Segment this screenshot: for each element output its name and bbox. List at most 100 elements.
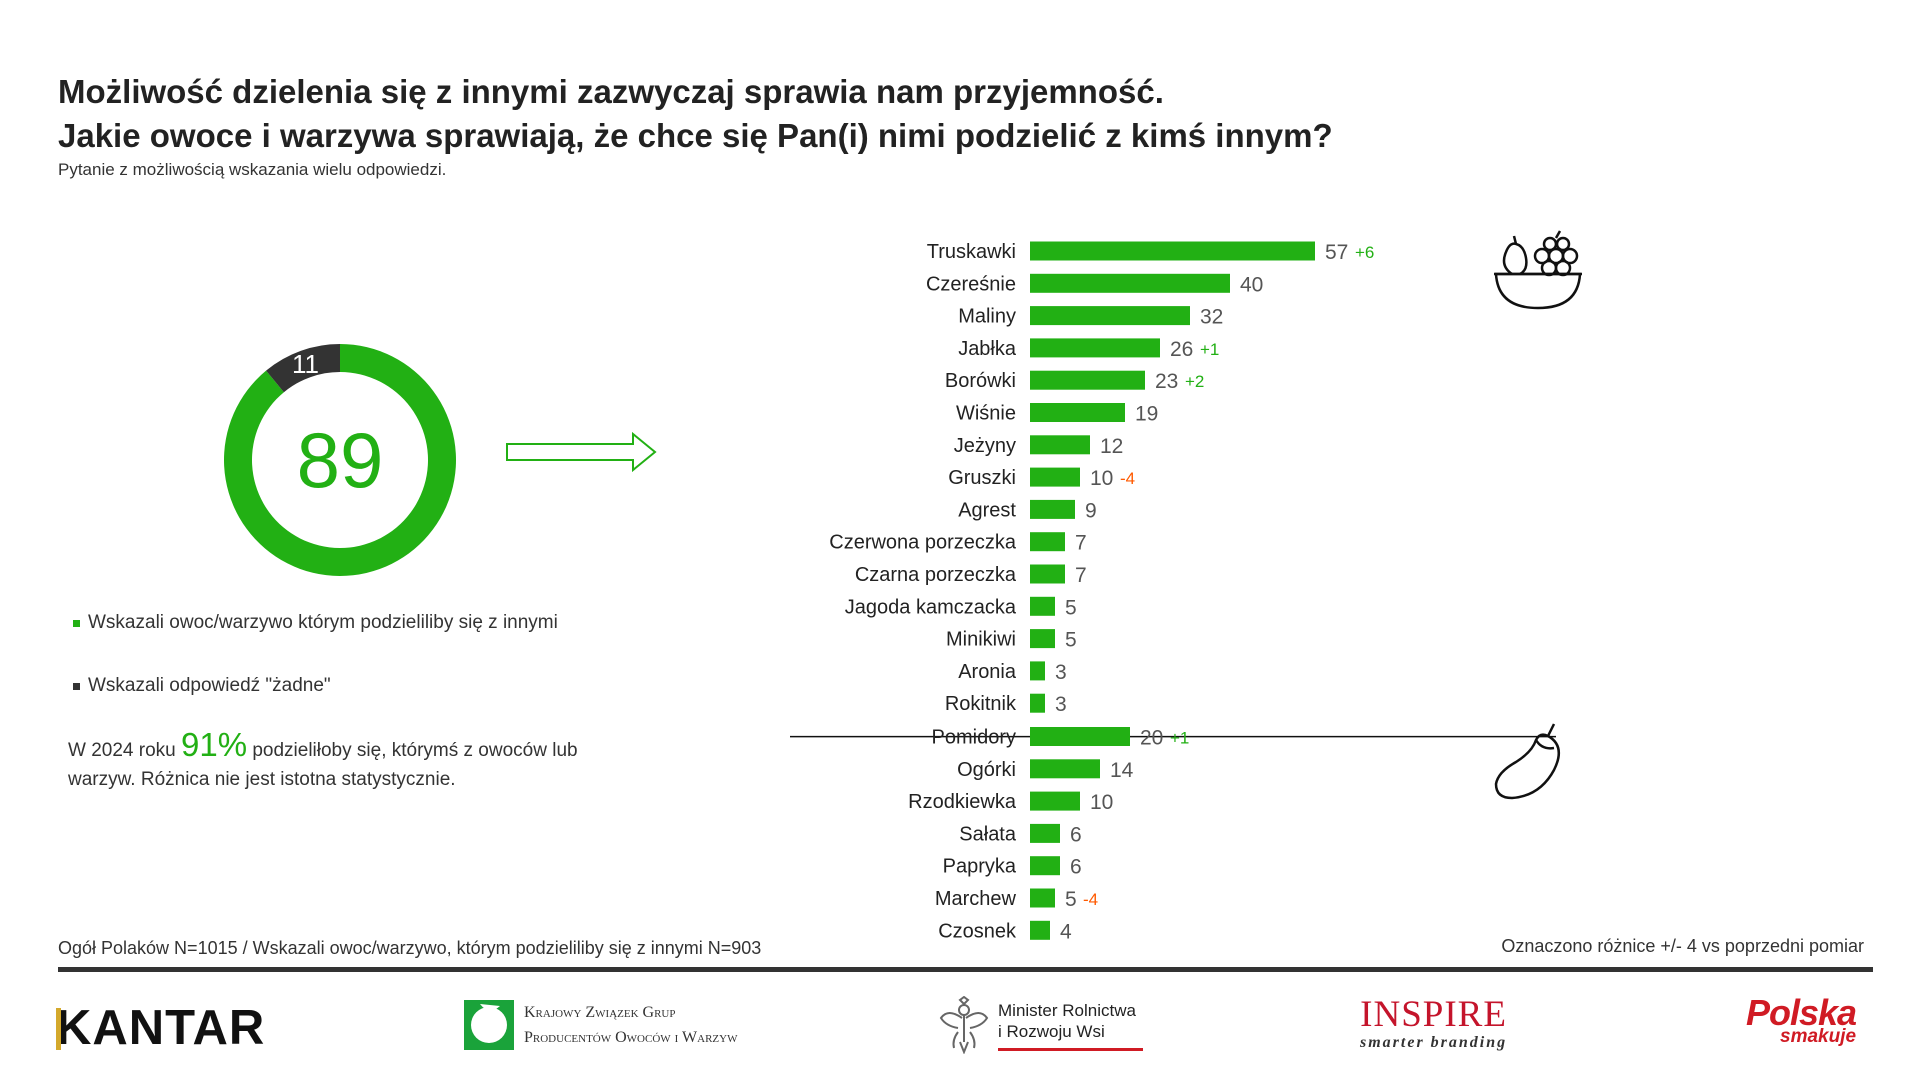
donut-other-label: 11 — [292, 349, 319, 379]
bar-category-label: Agrest — [958, 499, 1016, 521]
kantar-logo-text: KANTAR — [56, 1001, 266, 1055]
bar-change-label: -4 — [1083, 890, 1098, 909]
bar-value-label: 12 — [1100, 435, 1123, 458]
page-subtitle: Pytanie z możliwością wskazania wielu od… — [58, 160, 447, 179]
fruit-bowl-icon — [1494, 230, 1582, 310]
footer-sample-note: Ogół Polaków N=1015 / Wskazali owoc/warz… — [58, 938, 762, 958]
bar — [1030, 370, 1145, 390]
bar-category-label: Jagoda kamczacka — [845, 596, 1017, 618]
bar — [1030, 435, 1090, 455]
bar-value-label: 40 — [1240, 273, 1263, 296]
donut-main-label: 89 — [297, 416, 384, 504]
bar — [1030, 499, 1075, 519]
kzgp-logo: Krajowy Związek Grup Producentów Owoców … — [462, 998, 737, 1052]
bar-change-label: +2 — [1185, 372, 1204, 391]
bar-value-label: 3 — [1055, 693, 1067, 716]
title-line-2: Jakie owoce i warzywa sprawiają, że chce… — [58, 117, 1333, 154]
bar — [1030, 920, 1050, 940]
bar-category-label: Czarna porzeczka — [855, 564, 1017, 586]
legend-item-shared: Wskazali owoc/warzywo którym podzielilib… — [73, 612, 558, 634]
donut-segment-other — [266, 344, 340, 393]
bar-value-label: 7 — [1075, 564, 1087, 587]
bar — [1030, 306, 1190, 326]
bar-value-label: 14 — [1110, 759, 1134, 782]
footer-divider — [58, 967, 1873, 972]
bar — [1030, 823, 1060, 843]
bar-category-label: Jeżyny — [954, 435, 1016, 457]
bar — [1030, 791, 1080, 811]
note-highlight: 91% — [181, 726, 248, 763]
bar — [1030, 856, 1060, 876]
arrow-right-icon — [506, 432, 657, 472]
polska-logo-sub: smakuje — [1780, 1026, 1857, 1047]
bar-category-label: Wiśnie — [956, 403, 1016, 425]
ministry-logo-line-2: i Rozwoju Wsi — [998, 1021, 1105, 1041]
bar-value-label: 32 — [1200, 306, 1223, 329]
inspire-logo-text: INSPIRE — [1360, 994, 1507, 1035]
bar-value-label: 19 — [1135, 403, 1158, 426]
bar-category-label: Pomidory — [932, 727, 1016, 749]
bar-category-label: Minikiwi — [946, 629, 1016, 651]
page-title: Możliwość dzielenia się z innymi zazwycz… — [58, 70, 1333, 158]
bar-value-label: 9 — [1085, 499, 1097, 522]
legend-item-none: Wskazali odpowiedź "żadne" — [73, 675, 331, 697]
bar-value-label: 6 — [1070, 856, 1082, 879]
bar-category-label: Rokitnik — [945, 693, 1017, 715]
bar-value-label: 4 — [1060, 920, 1072, 943]
bar-category-label: Truskawki — [927, 241, 1016, 263]
eagle-emblem-icon — [939, 996, 989, 1054]
bar-value-label: 5 — [1065, 888, 1077, 911]
inspire-logo: INSPIRE smarter branding — [1360, 996, 1507, 1052]
bar — [1030, 759, 1100, 779]
legend-label-shared: Wskazali owoc/warzywo którym podzielilib… — [88, 612, 558, 633]
bar-value-label: 57 — [1325, 241, 1348, 264]
bar-value-label: 7 — [1075, 532, 1087, 555]
bar — [1030, 693, 1045, 713]
bar — [1030, 727, 1130, 746]
kantar-logo: KANTAR — [56, 1000, 265, 1056]
title-line-1: Możliwość dzielenia się z innymi zazwycz… — [58, 73, 1164, 110]
bar-change-label: +1 — [1200, 340, 1219, 359]
polska-smakuje-logo: Polska smakuje — [1746, 992, 1857, 1048]
bar-value-label: 3 — [1055, 661, 1067, 684]
bar-value-label: 26 — [1170, 338, 1193, 361]
comparison-note: W 2024 roku 91% podzieliłoby się, którym… — [68, 728, 628, 794]
bar-category-label: Borówki — [945, 370, 1016, 392]
polska-logo-text: Polska — [1746, 992, 1857, 1033]
bar — [1030, 629, 1055, 649]
bar-value-label: 23 — [1155, 370, 1178, 393]
bar-change-label: +1 — [1170, 729, 1189, 748]
bar — [1030, 888, 1055, 908]
note-suffix: podzieliłoby się, którymś z owoców lub w… — [68, 740, 578, 790]
ministry-logo-line-1: Minister Rolnictwa — [998, 1000, 1136, 1020]
bar-category-label: Czosnek — [938, 920, 1017, 942]
bar — [1030, 241, 1315, 261]
bar-category-label: Ogórki — [957, 759, 1016, 781]
bar-category-label: Czereśnie — [926, 273, 1016, 295]
bar-value-label: 5 — [1065, 596, 1077, 619]
bar — [1030, 403, 1125, 422]
bar-value-label: 10 — [1090, 467, 1113, 490]
kantar-logo-bar — [56, 1008, 61, 1050]
bar-category-label: Jabłka — [958, 338, 1017, 360]
bar-category-label: Maliny — [958, 306, 1016, 328]
bar — [1030, 273, 1230, 293]
inspire-logo-tagline: smarter branding — [1360, 1034, 1508, 1051]
eggplant-icon — [1494, 723, 1561, 800]
bar-category-label: Rzodkiewka — [908, 791, 1017, 813]
bar-category-label: Marchew — [935, 888, 1017, 910]
bar-category-label: Czerwona porzeczka — [829, 532, 1017, 554]
footer-difference-note: Oznaczono różnice +/- 4 vs poprzedni pom… — [1501, 936, 1864, 956]
legend-swatch-green — [73, 619, 80, 627]
note-prefix: W 2024 roku — [68, 740, 181, 761]
bar — [1030, 467, 1080, 487]
donut-chart: 89 11 — [223, 344, 456, 576]
ministry-logo-stripe — [998, 1047, 1143, 1051]
bar-value-label: 10 — [1090, 791, 1113, 814]
bar-value-label: 5 — [1065, 629, 1077, 652]
bar-change-label: -4 — [1120, 469, 1135, 488]
bar-value-label: 20 — [1140, 727, 1163, 750]
bar — [1030, 532, 1065, 552]
legend-label-none: Wskazali odpowiedź "żadne" — [88, 675, 331, 696]
